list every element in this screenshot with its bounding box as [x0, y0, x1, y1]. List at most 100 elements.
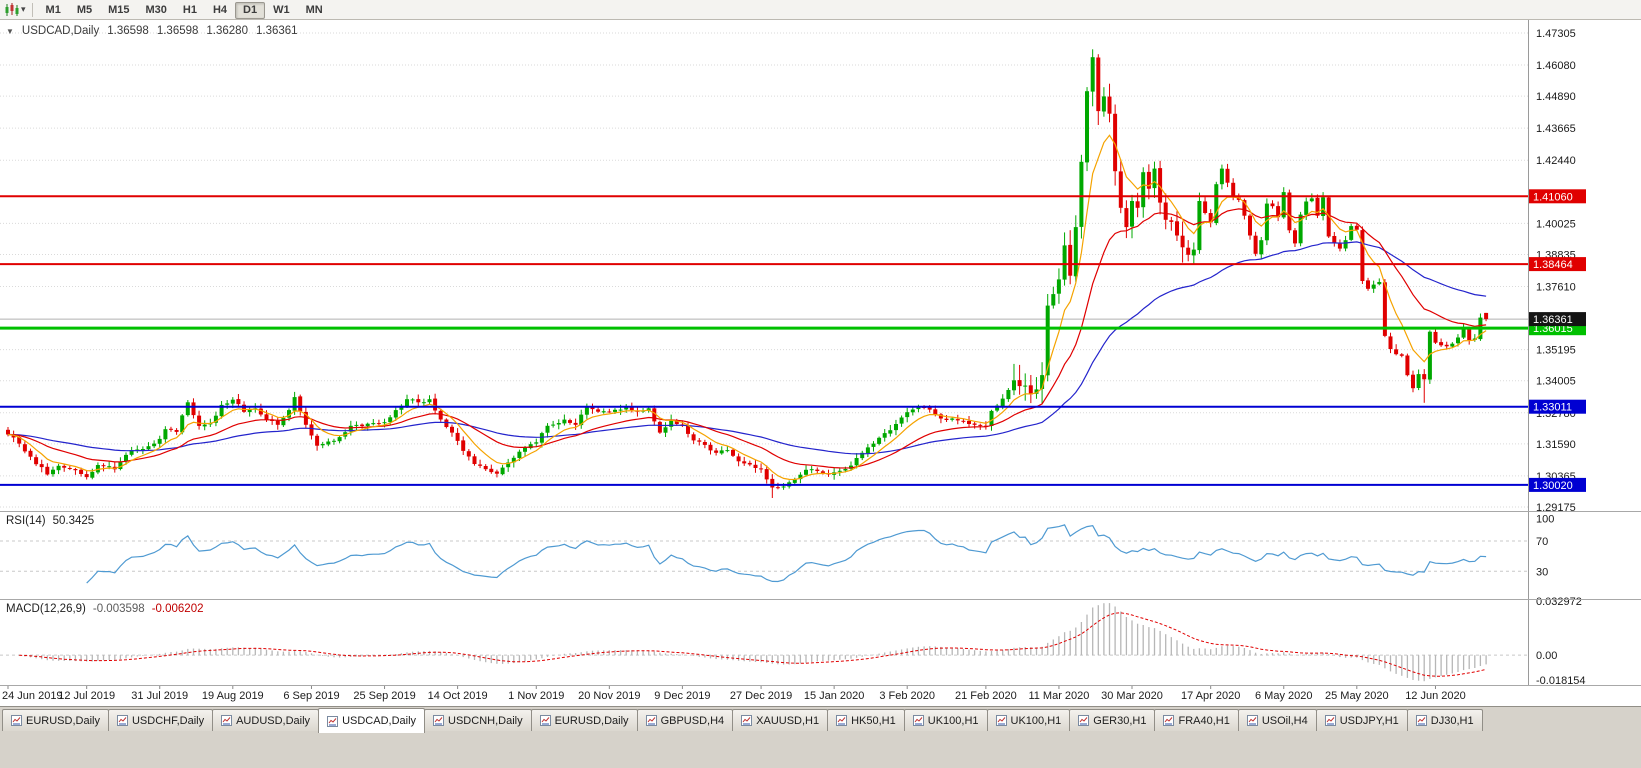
rsi-axis-label: 100 — [1536, 513, 1554, 525]
chart-tab-gbpusd-h4[interactable]: GBPUSD,H4 — [636, 709, 734, 731]
candlestick-chart-icon[interactable] — [4, 2, 20, 17]
tab-label: UK100,H1 — [927, 714, 979, 727]
chevron-down-icon[interactable]: ▾ — [21, 4, 26, 14]
mini-chart-icon — [1324, 715, 1336, 726]
tab-label: XAUUSD,H1 — [756, 714, 820, 727]
price-badge-1-30020: 1.30020 — [1529, 477, 1586, 492]
chart-tab-dj30-h1[interactable]: DJ30,H1 — [1406, 709, 1483, 731]
timeframe-button-m30[interactable]: M30 — [138, 2, 175, 19]
svg-text:1.41060: 1.41060 — [1533, 191, 1573, 203]
mini-chart-icon — [327, 715, 339, 727]
price-axis[interactable] — [1528, 20, 1641, 706]
chart-tab-usoil-h4[interactable]: USOil,H4 — [1237, 709, 1317, 731]
svg-text:1.33011: 1.33011 — [1533, 402, 1572, 414]
svg-text:3 Feb 2020: 3 Feb 2020 — [879, 690, 935, 702]
chart-tab-hk50-h1[interactable]: HK50,H1 — [827, 709, 905, 731]
pane-separators[interactable] — [0, 511, 1641, 686]
rsi-line — [86, 524, 1487, 584]
mini-chart-icon — [645, 715, 657, 726]
mini-chart-icon — [116, 715, 128, 726]
ohlc-low: 1.36280 — [206, 25, 248, 37]
rsi-value: 50.3425 — [52, 515, 95, 527]
svg-text:6 Sep 2019: 6 Sep 2019 — [283, 690, 339, 702]
chart-tab-usdchf-daily[interactable]: USDCHF,Daily — [107, 709, 214, 731]
svg-text:25 May 2020: 25 May 2020 — [1325, 690, 1389, 702]
mini-chart-icon — [995, 715, 1007, 726]
chart-tab-xauusd-h1[interactable]: XAUUSD,H1 — [732, 709, 829, 731]
chart-tab-usdcad-daily[interactable]: USDCAD,Daily — [318, 708, 426, 733]
svg-text:15 Jan 2020: 15 Jan 2020 — [804, 690, 865, 702]
chart-tab-ger30-h1[interactable]: GER30,H1 — [1069, 709, 1156, 731]
svg-text:30 Mar 2020: 30 Mar 2020 — [1101, 690, 1163, 702]
svg-text:1.40025: 1.40025 — [1536, 218, 1576, 230]
tab-label: FRA40,H1 — [1178, 714, 1230, 727]
timeframe-button-m1[interactable]: M1 — [38, 2, 69, 19]
svg-text:6 May 2020: 6 May 2020 — [1255, 690, 1312, 702]
svg-text:17 Apr 2020: 17 Apr 2020 — [1181, 690, 1240, 702]
current-price-badge: 1.36361 — [1529, 312, 1586, 326]
svg-text:27 Dec 2019: 27 Dec 2019 — [730, 690, 792, 702]
timeframe-button-h4[interactable]: H4 — [205, 2, 235, 19]
chart-canvas[interactable]: 1.47305 1.46080 1.44890 1.43665 1.42440 1.400… — [0, 20, 1641, 706]
svg-text:1 Nov 2019: 1 Nov 2019 — [508, 690, 564, 702]
svg-text:1.38464: 1.38464 — [1533, 259, 1573, 271]
svg-text:1.36361: 1.36361 — [1533, 314, 1573, 326]
timeframe-button-mn[interactable]: MN — [298, 2, 331, 19]
svg-text:1.44890: 1.44890 — [1536, 91, 1576, 103]
svg-text:11 Mar 2020: 11 Mar 2020 — [1028, 690, 1089, 702]
macd-pane[interactable] — [0, 599, 1528, 687]
macd-signal-value: -0.006202 — [151, 603, 204, 615]
tab-label: GBPUSD,H4 — [660, 714, 725, 727]
svg-text:31 Jul 2019: 31 Jul 2019 — [131, 690, 188, 702]
toolbar-separator — [31, 2, 33, 17]
svg-text:1.42440: 1.42440 — [1536, 155, 1576, 167]
tab-label: AUDUSD,Daily — [236, 714, 311, 727]
chart-tab-fra40-h1[interactable]: FRA40,H1 — [1154, 709, 1239, 731]
chart-header: ▼ USDCAD,Daily 1.36598 1.36598 1.36280 1… — [6, 25, 298, 37]
macd-main-value: -0.003598 — [92, 603, 145, 615]
svg-text:12 Jul 2019: 12 Jul 2019 — [58, 690, 115, 702]
timeframe-button-m5[interactable]: M5 — [69, 2, 100, 19]
chart-tab-usdjpy-h1[interactable]: USDJPY,H1 — [1315, 709, 1408, 731]
svg-text:1.46080: 1.46080 — [1536, 60, 1576, 72]
rsi-pane[interactable] — [0, 511, 1528, 600]
svg-text:12 Jun 2020: 12 Jun 2020 — [1405, 690, 1466, 702]
timeframe-button-group: M1 M5 M15 M30 H1 H4 D1 W1 MN — [38, 0, 331, 19]
chart-tab-eurusd-daily[interactable]: EURUSD,Daily — [2, 709, 109, 731]
ohlc-close: 1.36361 — [255, 25, 298, 37]
macd-name: MACD(12,26,9) — [6, 603, 86, 615]
mini-chart-icon — [1163, 715, 1175, 726]
svg-text:1.35195: 1.35195 — [1536, 345, 1576, 357]
macd-axis-label: 0.00 — [1536, 650, 1557, 662]
timeframe-button-d1[interactable]: D1 — [235, 2, 266, 19]
svg-text:14 Oct 2019: 14 Oct 2019 — [428, 690, 488, 702]
mini-chart-icon — [433, 715, 445, 726]
moving-average-21-line — [7, 208, 1487, 469]
collapse-chart-icon[interactable]: ▼ — [6, 26, 14, 36]
chart-tab-uk100-h1[interactable]: UK100,H1 — [903, 709, 988, 731]
chart-tab-uk100-h1[interactable]: UK100,H1 — [986, 709, 1071, 731]
timeframe-button-w1[interactable]: W1 — [265, 2, 298, 19]
chart-tab-audusd-daily[interactable]: AUDUSD,Daily — [212, 709, 320, 731]
ohlc-open: 1.36598 — [107, 25, 149, 37]
price-badge-1-38464: 1.38464 — [1529, 257, 1586, 271]
price-axis-labels: 1.47305 1.46080 1.44890 1.43665 1.42440 1.400… — [1536, 28, 1576, 514]
tab-label: EURUSD,Daily — [554, 714, 629, 727]
rsi-name: RSI(14) — [6, 515, 46, 527]
chart-tab-usdcnh-daily[interactable]: USDCNH,Daily — [424, 709, 532, 731]
price-badge-1-41060: 1.41060 — [1529, 189, 1586, 204]
tab-label: USOil,H4 — [1261, 714, 1308, 727]
timeframe-button-m15[interactable]: M15 — [100, 2, 137, 19]
time-axis[interactable] — [0, 686, 1641, 706]
tab-label: GER30,H1 — [1093, 714, 1147, 727]
mini-chart-icon — [1415, 715, 1427, 726]
moving-average-55-line — [7, 241, 1487, 455]
timeframe-button-h1[interactable]: H1 — [175, 2, 205, 19]
svg-text:25 Sep 2019: 25 Sep 2019 — [353, 690, 415, 702]
svg-text:1.36015: 1.36015 — [1533, 323, 1573, 335]
chart-symbol-label: USDCAD,Daily — [21, 25, 100, 37]
mini-chart-icon — [11, 715, 22, 726]
chart-tab-eurusd-daily[interactable]: EURUSD,Daily — [530, 709, 638, 731]
mini-chart-icon — [836, 715, 848, 726]
tab-label: USDJPY,H1 — [1339, 714, 1399, 727]
